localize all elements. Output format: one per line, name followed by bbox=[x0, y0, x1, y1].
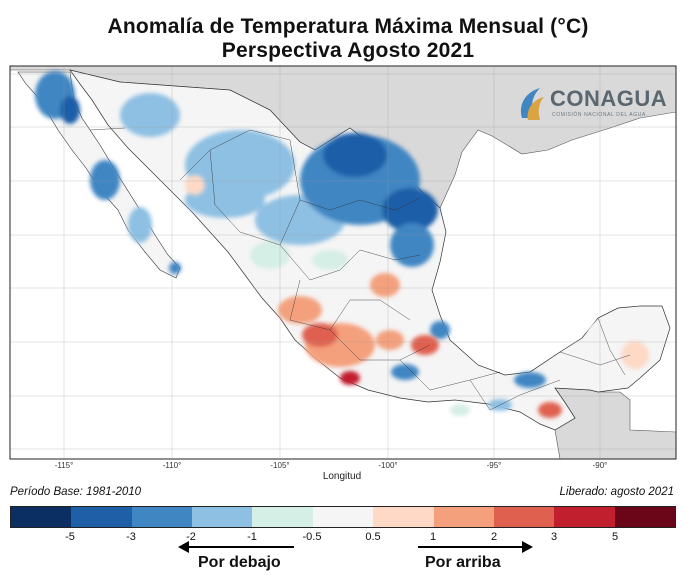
release-date: Liberado: agosto 2021 bbox=[559, 486, 674, 498]
colorbar-segment bbox=[71, 507, 132, 527]
x-tick: -95° bbox=[486, 461, 502, 470]
colorbar bbox=[10, 506, 676, 528]
colorbar-tick: -3 bbox=[126, 531, 136, 543]
arrow-left-shaft bbox=[188, 546, 294, 548]
colorbar-segment bbox=[554, 507, 615, 527]
arrow-left-icon bbox=[178, 541, 189, 553]
colorbar-segment bbox=[192, 507, 253, 527]
colorbar-segment bbox=[252, 507, 313, 527]
x-tick: -105° bbox=[270, 461, 290, 470]
above-label: Por arriba bbox=[425, 554, 501, 571]
colorbar-segment bbox=[312, 507, 374, 527]
colorbar-segment bbox=[433, 507, 494, 527]
base-period: Período Base: 1981-2010 bbox=[10, 486, 142, 498]
colorbar-tick: -0.5 bbox=[302, 531, 322, 543]
x-axis-label: Longitud bbox=[322, 471, 362, 482]
below-label: Por debajo bbox=[198, 554, 281, 571]
colorbar-segment bbox=[614, 507, 675, 527]
colorbar-tick: -5 bbox=[65, 531, 75, 543]
logo-name: CONAGUA bbox=[550, 86, 668, 111]
colorbar-tick: 1 bbox=[429, 531, 437, 543]
x-tick: -100° bbox=[378, 461, 398, 470]
colorbar-segment bbox=[11, 507, 72, 527]
colorbar-tick: 3 bbox=[550, 531, 558, 543]
colorbar-segment bbox=[493, 507, 555, 527]
arrow-right-icon bbox=[522, 541, 533, 553]
logo-subtitle: COMISIÓN NACIONAL DEL AGUA bbox=[552, 112, 646, 118]
colorbar-tick: 5 bbox=[611, 531, 619, 543]
map-title: Anomalía de Temperatura Máxima Mensual (… bbox=[107, 15, 589, 38]
colorbar-tick: -2 bbox=[186, 531, 196, 543]
conagua-logo-mark bbox=[520, 88, 544, 120]
colorbar-tick: 0.5 bbox=[365, 531, 381, 543]
colorbar-tick: -1 bbox=[247, 531, 257, 543]
map-subtitle: Perspectiva Agosto 2021 bbox=[221, 39, 475, 62]
conagua-logo: CONAGUA COMISIÓN NACIONAL DEL AGUA bbox=[518, 84, 668, 128]
colorbar-segment bbox=[373, 507, 434, 527]
arrow-right-shaft bbox=[418, 546, 524, 548]
colorbar-segment bbox=[131, 507, 193, 527]
x-tick: -90° bbox=[592, 461, 608, 470]
x-tick: -115° bbox=[54, 461, 74, 470]
x-tick: -110° bbox=[162, 461, 182, 470]
colorbar-tick: 2 bbox=[490, 531, 498, 543]
